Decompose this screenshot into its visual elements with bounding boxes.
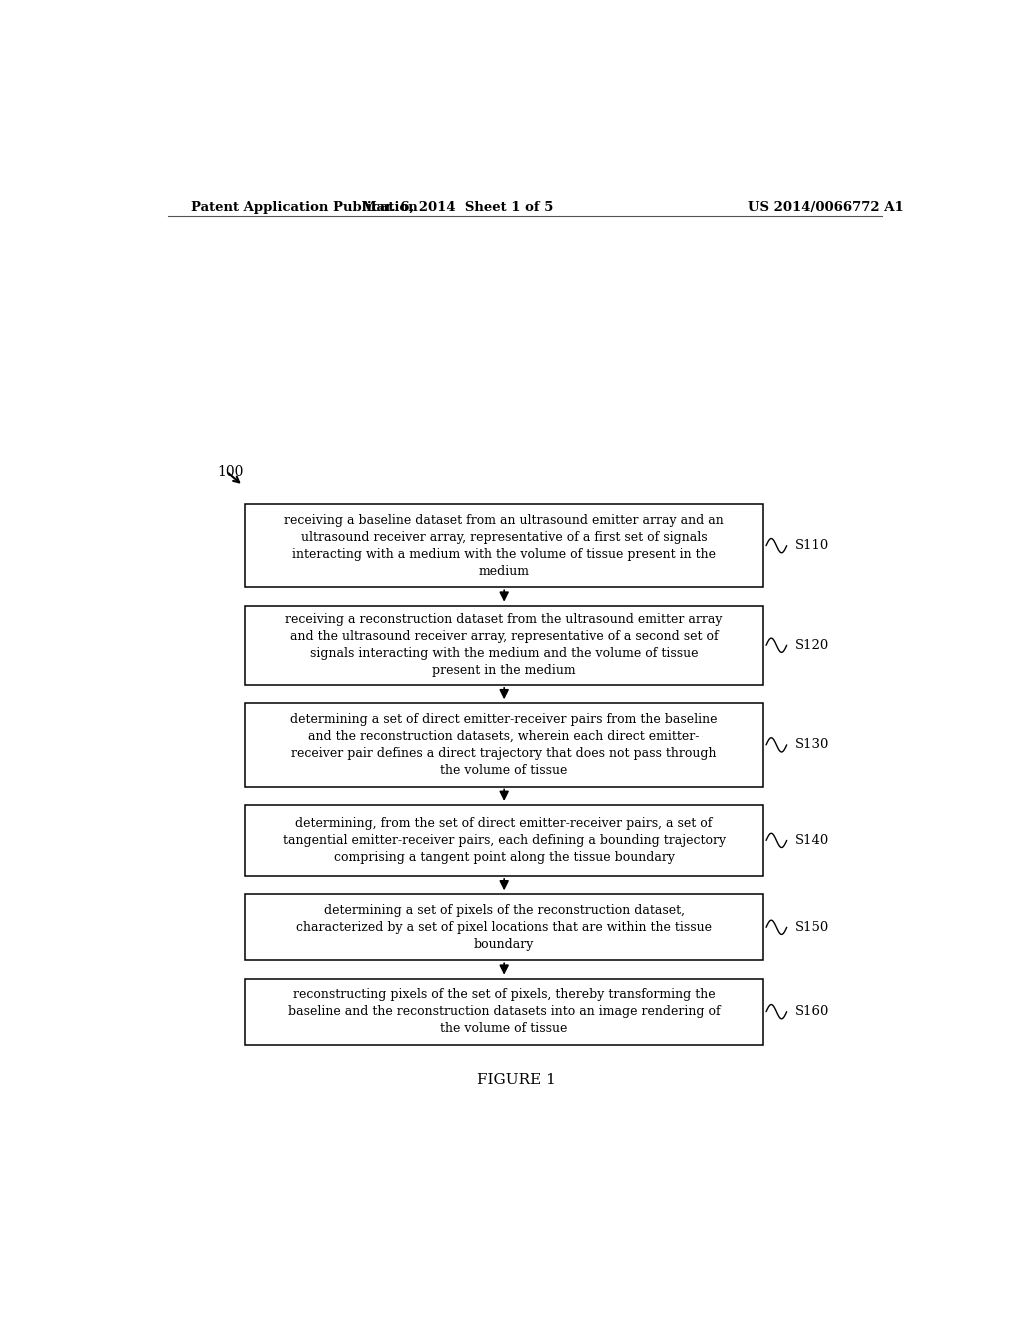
Text: reconstructing pixels of the set of pixels, thereby transforming the
baseline an: reconstructing pixels of the set of pixe… xyxy=(288,989,721,1035)
Text: S150: S150 xyxy=(795,921,828,933)
Text: FIGURE 1: FIGURE 1 xyxy=(477,1073,556,1088)
Bar xyxy=(246,704,763,787)
Text: S120: S120 xyxy=(795,639,828,652)
Text: determining a set of direct emitter-receiver pairs from the baseline
and the rec: determining a set of direct emitter-rece… xyxy=(291,713,718,777)
Text: Patent Application Publication: Patent Application Publication xyxy=(191,201,418,214)
Text: S110: S110 xyxy=(795,539,828,552)
Text: S140: S140 xyxy=(795,834,828,847)
Text: 100: 100 xyxy=(217,466,244,479)
Text: receiving a reconstruction dataset from the ultrasound emitter array
and the ult: receiving a reconstruction dataset from … xyxy=(286,614,723,677)
Text: S130: S130 xyxy=(795,738,829,751)
Text: determining a set of pixels of the reconstruction dataset,
characterized by a se: determining a set of pixels of the recon… xyxy=(296,904,712,950)
Bar xyxy=(246,606,763,685)
Bar xyxy=(246,504,763,587)
Text: S160: S160 xyxy=(795,1005,829,1018)
Text: determining, from the set of direct emitter-receiver pairs, a set of
tangential : determining, from the set of direct emit… xyxy=(283,817,726,863)
Text: receiving a baseline dataset from an ultrasound emitter array and an
ultrasound : receiving a baseline dataset from an ult… xyxy=(285,513,724,578)
Bar xyxy=(246,894,763,961)
Text: US 2014/0066772 A1: US 2014/0066772 A1 xyxy=(749,201,904,214)
Bar xyxy=(246,978,763,1044)
Text: Mar. 6, 2014  Sheet 1 of 5: Mar. 6, 2014 Sheet 1 of 5 xyxy=(361,201,553,214)
Bar xyxy=(246,805,763,876)
